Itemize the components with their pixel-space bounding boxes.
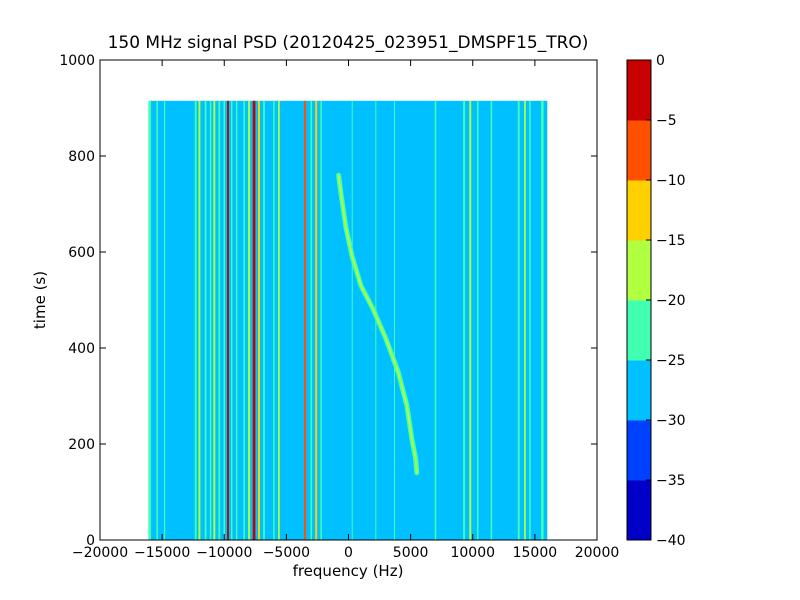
emission-line: [213, 100, 216, 541]
colorbar-band: [627, 360, 651, 421]
x-axis: −20000 −15000 −10000 −5000 0 5000 10000 15000 20…: [72, 60, 619, 561]
x-tick-label: −20000: [72, 545, 128, 561]
emission-line: [243, 100, 245, 541]
emission-line: [194, 100, 197, 541]
emission-line: [156, 100, 158, 541]
emission-line: [273, 100, 275, 541]
colorbar-tick-label: −15: [656, 233, 686, 249]
emission-line: [235, 100, 238, 541]
emission-lines-layer: [148, 100, 544, 541]
doppler-curve-layer: [336, 172, 420, 476]
emission-line: [469, 100, 472, 541]
plot-area: [99, 59, 598, 541]
y-axis-label: time (s): [31, 271, 49, 329]
colorbar-band: [627, 300, 651, 361]
colorbar-tick-label: −10: [656, 173, 686, 189]
emission-line: [204, 100, 207, 541]
colorbar-band: [627, 420, 651, 481]
emission-line: [529, 100, 531, 541]
y-tick-label: 600: [68, 245, 95, 261]
colorbar-tick-label: −20: [656, 293, 686, 309]
x-tick-label: 5000: [393, 545, 429, 561]
emission-line: [209, 100, 212, 541]
colorbar: −40 −35 −30 −25 −20 −15 −10 −5 0: [626, 53, 686, 549]
emission-line: [248, 100, 251, 541]
x-tick-label: −15000: [134, 545, 190, 561]
colorbar-band: [627, 60, 651, 121]
emission-line: [463, 100, 465, 541]
emission-line: [263, 100, 265, 541]
colorbar-band: [627, 240, 651, 301]
emission-line: [218, 100, 221, 541]
emission-line: [434, 100, 437, 541]
y-tick-label: 200: [68, 437, 95, 453]
x-tick-label: 10000: [450, 545, 495, 561]
emission-line: [310, 100, 312, 541]
emission-line: [351, 100, 353, 541]
heatmap-background: [149, 100, 548, 541]
emission-line: [230, 100, 233, 541]
emission-line: [320, 100, 322, 541]
doppler-curve: [337, 174, 418, 474]
colorbar-tick-label: −30: [656, 413, 686, 429]
emission-line: [252, 100, 256, 541]
emission-line: [227, 100, 229, 541]
x-tick-label: −5000: [263, 545, 310, 561]
emission-line: [524, 100, 526, 541]
colorbar-tick-label: 0: [656, 53, 665, 69]
colorbar-tick-label: −40: [656, 533, 686, 549]
colorbar-tick-label: −25: [656, 353, 686, 369]
emission-line: [541, 100, 544, 541]
y-tick-label: 400: [68, 341, 95, 357]
x-tick-label: −10000: [196, 545, 252, 561]
emission-line: [258, 100, 261, 541]
x-tick-label: 0: [344, 545, 353, 561]
colorbar-tick-label: −35: [656, 473, 686, 489]
heatmap-layer: [149, 100, 548, 541]
emission-line: [163, 100, 166, 541]
emission-line: [223, 100, 225, 541]
emission-line: [278, 100, 280, 541]
y-tick-label: 0: [86, 533, 95, 549]
emission-line: [315, 100, 318, 541]
emission-line: [393, 100, 395, 541]
emission-line: [490, 100, 493, 541]
emission-line: [476, 100, 479, 541]
colorbar-band: [627, 120, 651, 181]
x-axis-label: frequency (Hz): [293, 562, 404, 580]
emission-line: [198, 100, 201, 541]
x-tick-label: 20000: [575, 545, 620, 561]
y-axis: 0 200 400 600 800 1000: [59, 53, 597, 549]
chart-title: 150 MHz signal PSD (20120425_023951_DMSP…: [108, 33, 589, 53]
y-tick-label: 800: [68, 149, 95, 165]
emission-line: [148, 100, 152, 541]
x-tick-label: 15000: [513, 545, 558, 561]
colorbar-band: [627, 180, 651, 241]
y-tick-label: 1000: [59, 53, 95, 69]
colorbar-tick-label: −5: [656, 113, 677, 129]
colorbar-band: [627, 480, 651, 541]
emission-line: [517, 100, 520, 541]
emission-line: [304, 100, 307, 541]
